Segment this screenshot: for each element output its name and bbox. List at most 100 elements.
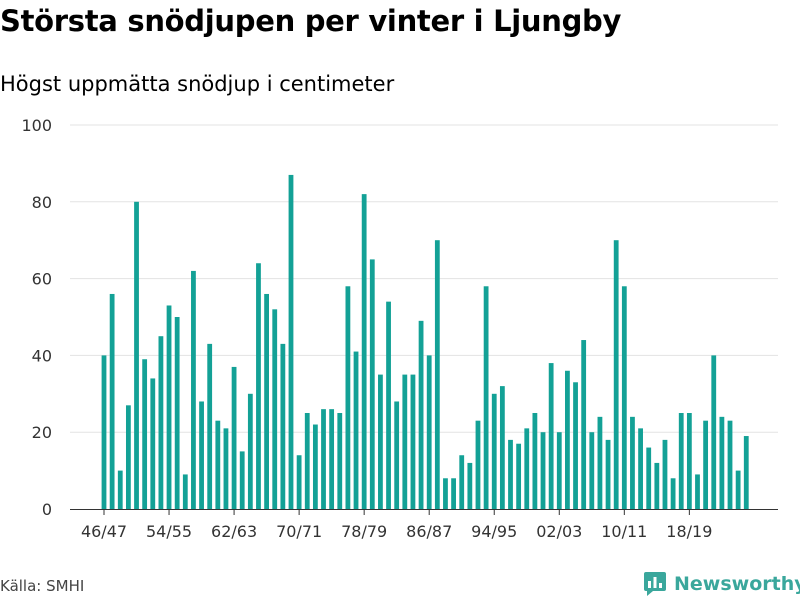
bar xyxy=(256,263,261,509)
bar xyxy=(532,413,538,509)
bar xyxy=(711,355,717,509)
bar xyxy=(410,374,416,509)
x-tick-label: 46/47 xyxy=(81,522,127,541)
bar xyxy=(117,470,123,509)
bar xyxy=(573,382,578,509)
bar xyxy=(369,259,375,509)
bar xyxy=(686,413,692,509)
bar xyxy=(174,317,180,509)
chart-subtitle: Högst uppmätta snödjup i centimeter xyxy=(0,72,395,96)
bar xyxy=(735,470,741,509)
bar xyxy=(654,462,660,509)
bar xyxy=(199,401,204,509)
bar xyxy=(109,293,115,509)
x-tick-label: 86/87 xyxy=(406,522,452,541)
gridlines xyxy=(70,124,778,433)
bar xyxy=(540,432,546,509)
x-tick-label: 94/95 xyxy=(471,522,517,541)
bar xyxy=(499,386,505,509)
bar xyxy=(296,455,302,509)
bar xyxy=(182,474,188,509)
bar xyxy=(475,420,481,509)
bar xyxy=(402,374,408,509)
bar xyxy=(207,343,213,509)
y-tick-label: 0 xyxy=(42,500,52,519)
y-tick-label: 40 xyxy=(32,346,52,365)
bar xyxy=(239,451,245,509)
bar xyxy=(597,416,603,509)
bar xyxy=(638,428,643,509)
bar xyxy=(101,355,107,509)
bar xyxy=(483,286,489,509)
bar xyxy=(743,436,749,509)
bar xyxy=(361,194,367,509)
chart-title: Största snödjupen per vinter i Ljungby xyxy=(0,4,622,38)
bar xyxy=(312,424,318,509)
bar xyxy=(548,363,554,509)
bars xyxy=(101,174,749,510)
bar xyxy=(703,420,709,509)
bar xyxy=(621,286,627,509)
bar xyxy=(125,405,131,509)
bar xyxy=(329,409,335,509)
bar xyxy=(524,428,530,509)
bar xyxy=(215,420,221,509)
bar xyxy=(345,286,351,509)
bar xyxy=(589,432,595,509)
bar xyxy=(605,439,611,509)
bar xyxy=(508,439,513,509)
bar xyxy=(581,340,587,509)
x-tick-label: 10/11 xyxy=(601,522,647,541)
bar xyxy=(142,359,148,509)
x-tick-label: 70/71 xyxy=(276,522,322,541)
bar xyxy=(516,443,522,509)
y-tick-label: 100 xyxy=(21,116,52,135)
bar xyxy=(304,413,310,509)
bar xyxy=(272,309,278,509)
bar xyxy=(695,474,700,509)
bar xyxy=(418,320,424,509)
bar xyxy=(646,447,652,509)
y-axis-tick-labels: 0 20 40 60 80 100 xyxy=(21,116,52,519)
newsworthy-logo-icon xyxy=(644,572,666,596)
bar xyxy=(565,370,570,509)
bar xyxy=(467,462,473,509)
bar xyxy=(223,428,229,509)
bar xyxy=(443,478,448,509)
bar xyxy=(191,270,196,509)
x-tick-label: 18/19 xyxy=(666,522,712,541)
bar xyxy=(280,343,286,509)
y-tick-label: 80 xyxy=(32,193,52,212)
y-tick-label: 20 xyxy=(32,423,52,442)
x-axis-tick-labels: 46/47 54/55 62/63 70/71 78/79 86/87 94/95 02/03… xyxy=(81,522,712,541)
bar xyxy=(459,455,465,509)
bar xyxy=(556,432,562,509)
bar xyxy=(386,301,391,509)
brand-name: Newsworthy xyxy=(674,573,800,595)
bar xyxy=(394,401,400,509)
bar xyxy=(434,240,440,509)
x-tick-label: 78/79 xyxy=(341,522,387,541)
bar xyxy=(247,393,253,509)
bar xyxy=(630,416,635,509)
bar xyxy=(670,478,676,509)
bar xyxy=(378,374,383,509)
bar xyxy=(231,366,237,509)
bar xyxy=(166,305,172,509)
bar xyxy=(719,416,725,509)
bar xyxy=(288,174,294,510)
bar xyxy=(264,293,269,509)
bar xyxy=(134,201,139,510)
source-note: Källa: SMHI xyxy=(0,577,85,595)
bar xyxy=(613,240,619,509)
bar xyxy=(321,409,326,509)
x-tick-label: 54/55 xyxy=(146,522,192,541)
x-tick-label: 62/63 xyxy=(211,522,257,541)
bar xyxy=(426,355,432,509)
x-axis xyxy=(70,509,778,515)
bar xyxy=(491,393,497,509)
bar xyxy=(158,336,164,509)
bar xyxy=(150,378,156,509)
bar xyxy=(353,351,359,509)
